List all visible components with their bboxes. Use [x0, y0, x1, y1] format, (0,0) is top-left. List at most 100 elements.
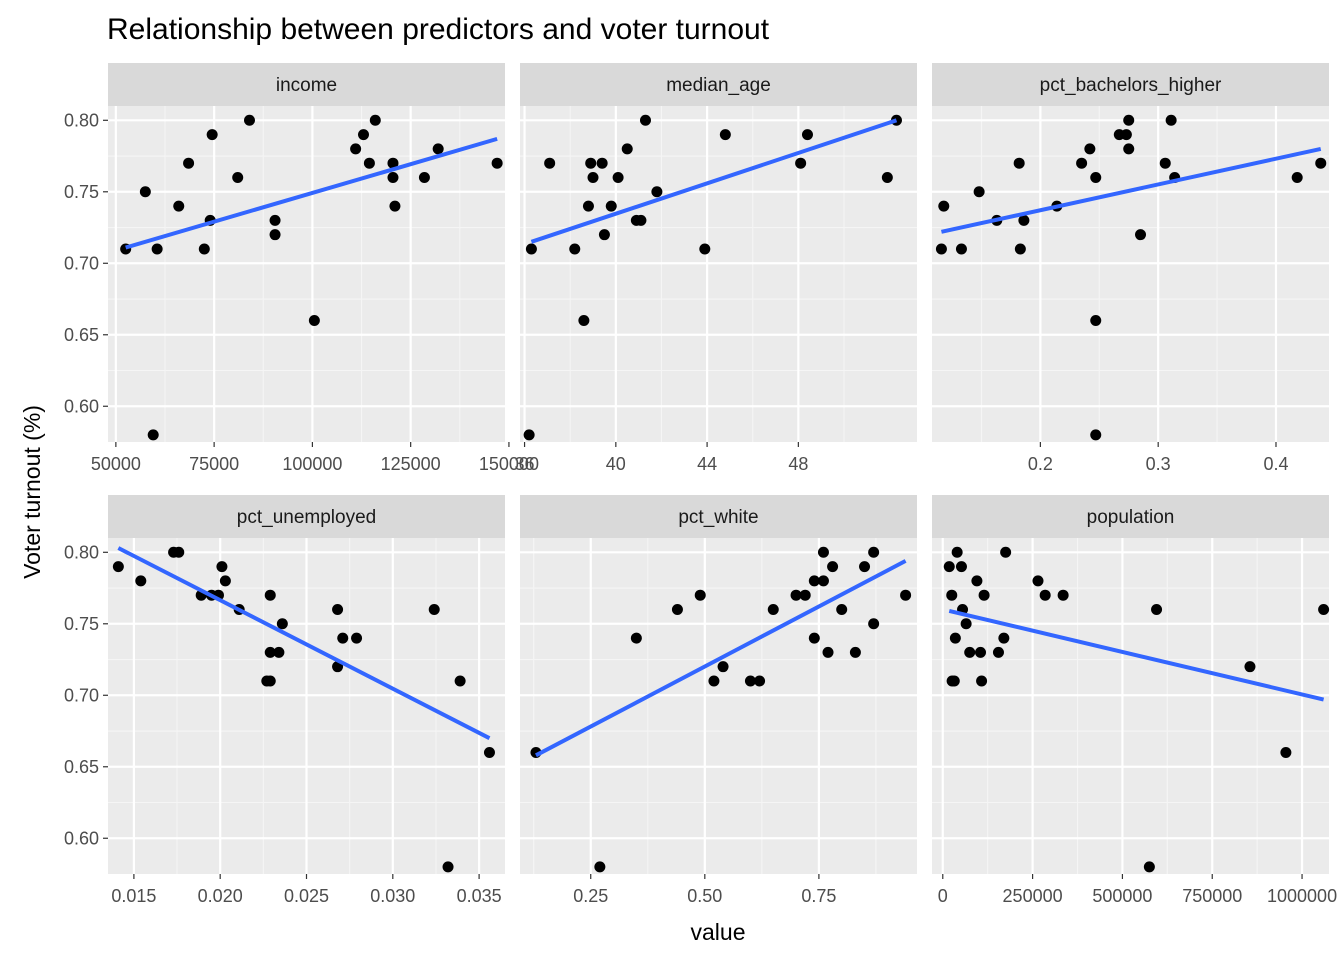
data-point — [1291, 171, 1303, 183]
x-tick-label: 250000 — [1003, 886, 1063, 906]
data-point — [767, 603, 779, 615]
data-point — [206, 129, 218, 141]
facet-pct_unemployed: pct_unemployed 0.60 0.65 0.70 0.75 0.80 0.015 0… — [64, 495, 505, 906]
data-point — [1039, 589, 1051, 601]
data-point — [337, 632, 349, 644]
data-point — [173, 546, 185, 558]
data-point — [491, 157, 503, 169]
y-tick-label: 0.65 — [64, 757, 99, 777]
data-point — [948, 675, 960, 687]
y-tick-label: 0.75 — [64, 182, 99, 202]
data-point — [428, 603, 440, 615]
data-point — [868, 546, 880, 558]
data-point — [795, 157, 807, 169]
facet-strip — [108, 495, 505, 538]
x-tick-label: 50000 — [91, 454, 141, 474]
data-point — [971, 575, 983, 587]
data-point — [387, 171, 399, 183]
y-tick-label: 0.70 — [64, 253, 99, 273]
data-point — [569, 243, 581, 255]
data-point — [822, 646, 834, 658]
data-point — [938, 200, 950, 212]
panel-background — [108, 106, 505, 442]
x-tick-label: 0.2 — [1028, 454, 1053, 474]
data-point — [998, 632, 1010, 644]
data-point — [635, 214, 647, 226]
data-point — [1244, 661, 1256, 673]
data-point — [978, 589, 990, 601]
data-point — [817, 546, 829, 558]
y-tick-label: 0.70 — [64, 685, 99, 705]
data-point — [594, 861, 606, 873]
x-axis-title: value — [691, 919, 746, 945]
data-point — [630, 632, 642, 644]
data-point — [587, 171, 599, 183]
data-point — [173, 200, 185, 212]
y-tick-label: 0.60 — [64, 828, 99, 848]
data-point — [523, 429, 535, 441]
data-point — [881, 171, 893, 183]
panel-background — [520, 538, 917, 874]
data-point — [432, 143, 444, 155]
x-tick-label: 40 — [606, 454, 626, 474]
facet-strip-label: pct_bachelors_higher — [1040, 75, 1222, 96]
y-tick-label: 0.80 — [64, 542, 99, 562]
data-point — [801, 129, 813, 141]
facet-strip-label: median_age — [666, 75, 771, 96]
data-point — [754, 675, 766, 687]
x-tick-label: 44 — [697, 454, 717, 474]
data-point — [350, 143, 362, 155]
y-tick-label: 0.75 — [64, 614, 99, 634]
data-point — [357, 129, 369, 141]
data-point — [1013, 157, 1025, 169]
data-point — [387, 157, 399, 169]
data-point — [951, 546, 963, 558]
data-point — [605, 200, 617, 212]
data-point — [976, 675, 988, 687]
data-point — [1151, 603, 1163, 615]
data-point — [183, 157, 195, 169]
facet-population: population 0 250000 500000 750000 1000000 — [932, 495, 1337, 906]
facet-strip-label: pct_white — [678, 507, 758, 528]
data-point — [719, 129, 731, 141]
data-point — [264, 589, 276, 601]
facet-pct_white: pct_white 0.25 0.50 0.75 — [520, 495, 917, 906]
data-point — [1120, 129, 1132, 141]
data-point — [308, 314, 320, 326]
facet-strip — [932, 495, 1329, 538]
data-point — [1057, 589, 1069, 601]
chart-title: Relationship between predictors and vote… — [107, 13, 770, 46]
data-point — [955, 243, 967, 255]
data-point — [1090, 429, 1102, 441]
data-point — [135, 575, 147, 587]
data-point — [1135, 229, 1147, 241]
panel-background — [932, 538, 1329, 874]
data-point — [363, 157, 375, 169]
data-point — [442, 861, 454, 873]
data-point — [269, 214, 281, 226]
facet-strip — [520, 63, 917, 106]
facet-strip — [520, 495, 917, 538]
data-point — [1280, 746, 1292, 758]
facet-pct_bachelors_higher: pct_bachelors_higher 0.2 0.3 0.4 — [932, 63, 1329, 474]
data-point — [351, 632, 363, 644]
x-tick-label: 0.50 — [687, 886, 722, 906]
facet-strip — [932, 63, 1329, 106]
data-point — [1018, 214, 1030, 226]
data-point — [790, 589, 802, 601]
x-tick-label: 125000 — [381, 454, 441, 474]
x-tick-label: 0.015 — [111, 886, 156, 906]
data-point — [1165, 114, 1177, 126]
data-point — [483, 746, 495, 758]
data-point — [1032, 575, 1044, 587]
data-point — [964, 646, 976, 658]
data-point — [219, 575, 231, 587]
trend-line — [940, 146, 1322, 234]
x-tick-label: 100000 — [282, 454, 342, 474]
data-point — [817, 575, 829, 587]
data-point — [1159, 157, 1171, 169]
data-point — [151, 243, 163, 255]
data-point — [585, 157, 597, 169]
data-point — [332, 603, 344, 615]
